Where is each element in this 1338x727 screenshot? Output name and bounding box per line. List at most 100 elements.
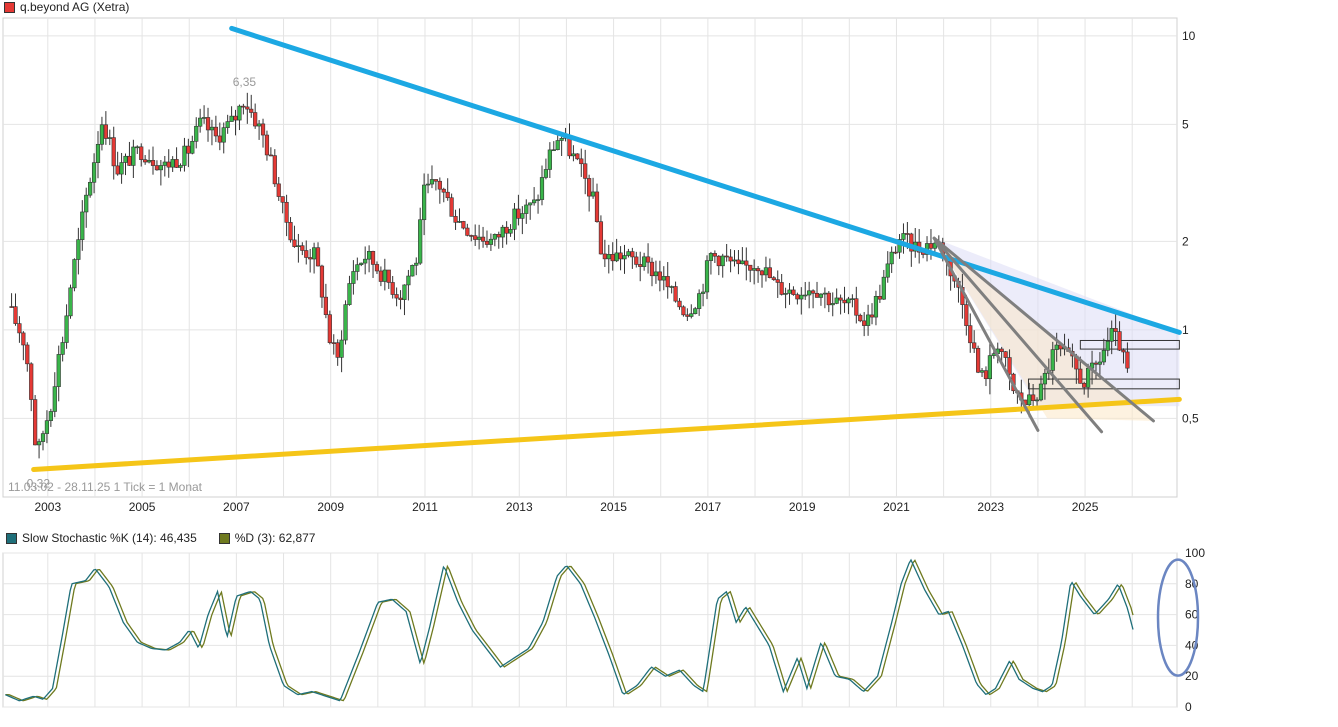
candle-body-down: [461, 221, 466, 229]
candle: [25, 342, 30, 372]
candle-body-up: [488, 238, 494, 245]
candle: [339, 330, 344, 373]
candle: [795, 292, 800, 305]
candle: [834, 288, 839, 305]
candle: [1007, 349, 1012, 391]
candle: [398, 290, 403, 310]
candle: [9, 293, 14, 308]
candle: [21, 331, 26, 361]
candle-body-down: [716, 255, 721, 267]
candle-body-down: [1082, 383, 1087, 388]
candle-body-up: [162, 161, 167, 166]
candle: [143, 155, 148, 165]
candle-body-up: [901, 233, 906, 240]
candle-body-down: [814, 292, 820, 298]
candle-body-up: [520, 213, 525, 219]
candle: [425, 173, 431, 194]
x-tick-label: 2013: [506, 500, 533, 514]
candle: [473, 224, 478, 246]
candle: [84, 187, 89, 228]
candle-body-up: [40, 433, 46, 442]
candle-body-down: [249, 108, 254, 113]
candle-body-down: [1093, 362, 1099, 365]
candle: [661, 266, 666, 291]
candle-body-up: [1042, 372, 1048, 385]
candle-body-up: [48, 411, 53, 421]
candle-body-down: [445, 191, 450, 199]
candle: [685, 308, 690, 322]
y-tick-label: 10: [1182, 29, 1196, 43]
candle-body-up: [84, 194, 89, 213]
candle: [492, 233, 497, 247]
candle: [885, 251, 890, 283]
candle-body-down: [186, 145, 191, 154]
candle-body-up: [418, 219, 423, 264]
y-tick-label: 5: [1182, 117, 1189, 131]
candle: [759, 269, 765, 288]
candle: [708, 251, 714, 275]
candle: [433, 179, 439, 191]
candle-body-up: [76, 239, 81, 260]
candle: [1117, 321, 1122, 351]
gray-fan-2-line: [932, 236, 1104, 434]
candle-body-down: [386, 269, 391, 283]
candle-body-up: [740, 260, 745, 265]
candle-body-up: [865, 314, 871, 326]
candle: [594, 183, 600, 223]
candle: [40, 430, 46, 451]
candle: [308, 248, 313, 273]
candle: [461, 220, 466, 230]
candle-body-up: [752, 268, 757, 271]
candle: [626, 248, 631, 258]
candle: [249, 94, 254, 118]
candle: [1105, 327, 1110, 357]
candle: [441, 187, 446, 203]
candle-body-down: [838, 297, 843, 301]
candle-body-down: [983, 370, 989, 380]
candle-body-up: [987, 355, 992, 380]
candle: [807, 281, 812, 309]
candle: [304, 240, 309, 265]
candle: [1042, 368, 1048, 400]
candle: [162, 155, 167, 177]
candle-body-up: [406, 275, 411, 286]
candle: [1097, 352, 1103, 379]
candle-body-up: [355, 264, 360, 272]
candle: [532, 187, 537, 206]
candle: [638, 251, 643, 282]
candle-body-down: [1078, 368, 1083, 384]
candle: [814, 281, 820, 298]
candle-body-down: [319, 265, 325, 298]
candle: [457, 208, 462, 223]
candle: [504, 221, 509, 245]
candle-body-up: [80, 211, 85, 240]
candle-body-up: [52, 386, 57, 412]
candle: [716, 255, 721, 276]
candle-body-up: [107, 137, 112, 139]
candle-body-up: [571, 153, 576, 157]
candle-body-down: [154, 165, 160, 171]
candle-body-down: [976, 347, 981, 373]
candle: [343, 300, 348, 345]
candle: [99, 116, 105, 151]
gray-fan-1-line: [932, 236, 1040, 432]
candle-body-down: [29, 363, 34, 400]
candle-body-down: [909, 233, 914, 252]
candle: [276, 177, 281, 201]
candle: [268, 147, 273, 157]
candle-body-up: [873, 295, 879, 318]
candle-body-up: [201, 117, 207, 119]
candle: [571, 145, 576, 162]
candle: [331, 334, 336, 355]
candle-body-down: [465, 227, 470, 236]
candle-body-up: [551, 149, 556, 152]
candle: [315, 242, 321, 267]
candle: [422, 173, 427, 236]
candle: [858, 313, 863, 323]
candle-body-up: [626, 251, 631, 256]
candle: [862, 312, 867, 337]
candle-body-up: [590, 191, 596, 197]
candle-body-down: [205, 117, 211, 131]
candle-body-up: [881, 276, 886, 300]
